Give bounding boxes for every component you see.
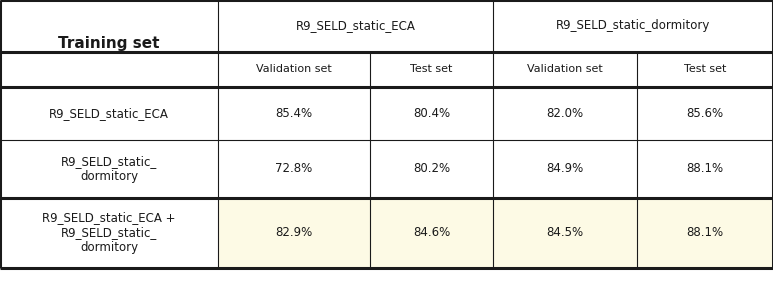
Text: 80.4%: 80.4% — [413, 107, 450, 120]
Text: R9_SELD_static_ECA +
R9_SELD_static_
dormitory: R9_SELD_static_ECA + R9_SELD_static_ dor… — [43, 212, 175, 254]
Bar — [493, 198, 637, 268]
Bar — [493, 198, 637, 268]
Text: Test set: Test set — [410, 65, 453, 74]
Bar — [637, 198, 773, 268]
Text: Validation set: Validation set — [527, 65, 603, 74]
Bar — [218, 198, 370, 268]
Bar — [218, 198, 370, 268]
Bar — [637, 198, 773, 268]
Text: 82.9%: 82.9% — [275, 226, 312, 239]
Bar — [370, 198, 493, 268]
Text: 84.9%: 84.9% — [547, 162, 584, 175]
Text: R9_SELD_static_ECA: R9_SELD_static_ECA — [49, 107, 169, 120]
Text: 84.6%: 84.6% — [413, 226, 450, 239]
Bar — [370, 198, 493, 268]
Bar — [637, 198, 773, 268]
Bar — [370, 198, 493, 268]
Text: R9_SELD_static_
dormitory: R9_SELD_static_ dormitory — [61, 155, 157, 183]
Text: Test set: Test set — [684, 65, 726, 74]
Text: R9_SELD_static_ECA: R9_SELD_static_ECA — [295, 19, 415, 32]
Bar — [493, 198, 637, 268]
Text: 85.4%: 85.4% — [275, 107, 312, 120]
Text: 85.6%: 85.6% — [686, 107, 724, 120]
Text: 84.5%: 84.5% — [547, 226, 584, 239]
Text: 72.8%: 72.8% — [275, 162, 312, 175]
Text: Validation set: Validation set — [256, 65, 332, 74]
Text: 82.0%: 82.0% — [547, 107, 584, 120]
Text: 80.2%: 80.2% — [413, 162, 450, 175]
Text: R9_SELD_static_dormitory: R9_SELD_static_dormitory — [556, 19, 710, 32]
Text: 88.1%: 88.1% — [686, 162, 724, 175]
Text: Training set: Training set — [58, 36, 160, 51]
Text: 88.1%: 88.1% — [686, 226, 724, 239]
Bar — [218, 198, 370, 268]
